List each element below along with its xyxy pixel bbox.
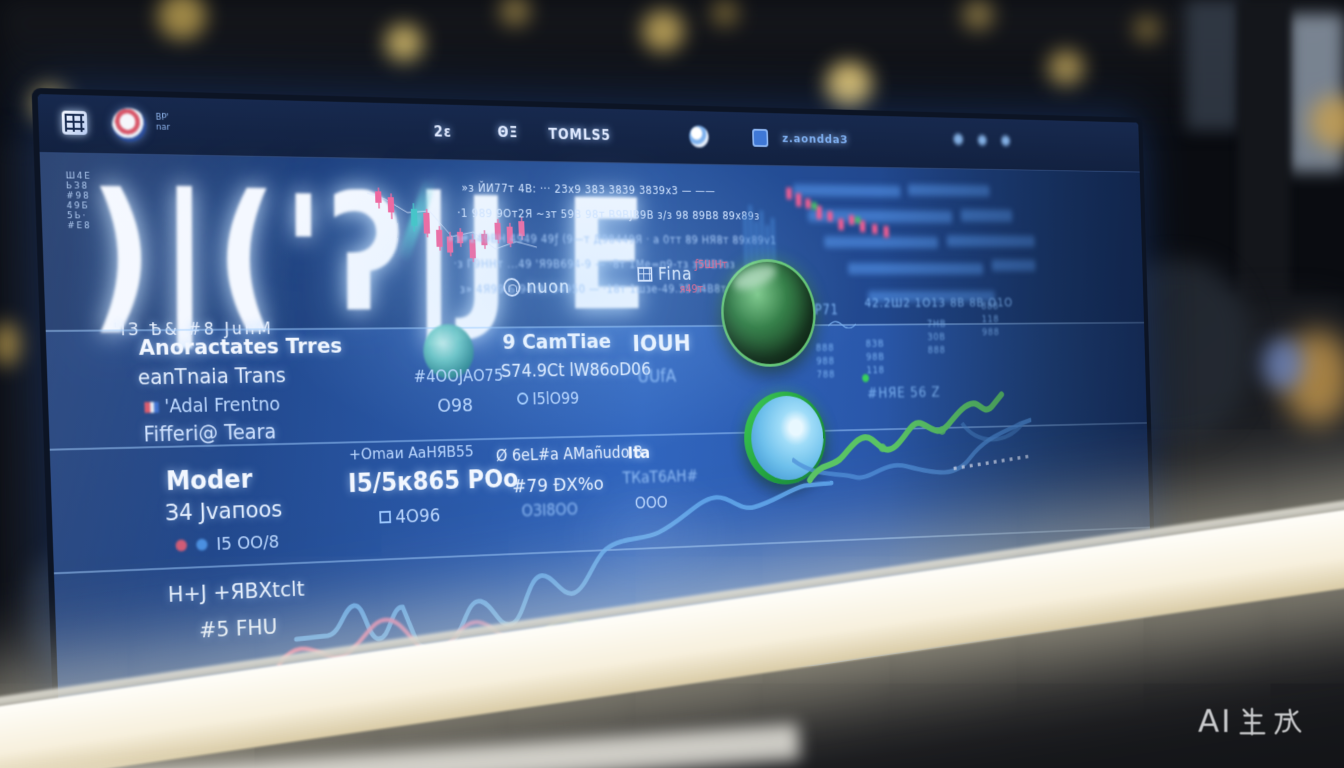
stats-block: 888 118 988 — [981, 300, 1000, 338]
stats-block: 7НВ З0В 888 — [926, 318, 947, 356]
blurred-data-block — [807, 209, 953, 224]
card-line: Н+Ј +ЯВХtclt — [167, 577, 305, 608]
nav-item-3[interactable]: TOMLS5 — [548, 125, 612, 144]
card-value: О98 — [436, 393, 474, 417]
watermark-cjk-sheng-icon — [1239, 707, 1266, 736]
section-tab-fina[interactable]: Fina — [637, 264, 693, 285]
bokeh-light — [1134, 16, 1160, 42]
section-tab-label: nuon — [526, 277, 571, 298]
card-line: #5 FНU — [198, 615, 278, 644]
card-line: +Оmaи АаНЯВ55 — [348, 442, 474, 464]
flag-icon — [144, 401, 159, 413]
card-line: I5lО99 — [516, 390, 579, 410]
blurred-data-block — [824, 236, 939, 249]
card-value: #4ООЈАО75 — [413, 366, 504, 387]
stats-block: 888 988 788 — [815, 341, 836, 381]
ticker-row: ·1 989 9От2Я ~зт 59В 98т В9ВЈВ9В з/з 98 … — [456, 206, 760, 223]
card-title: 9 CamTiae — [502, 330, 612, 355]
blurred-data-block — [991, 259, 1036, 272]
status-green-dot — [862, 374, 870, 383]
nav-account-text: z.aonddaЗ — [782, 132, 849, 147]
ticker-row: ·з Г9ННт ...49 'Я9В694-9 — ·8т 1Ме=п9-тз… — [453, 257, 736, 271]
card-line: S74.9Ct lW86oD06 — [500, 359, 652, 382]
coin-icon — [516, 392, 529, 405]
nav-app-icon[interactable] — [752, 128, 769, 148]
person-circle-icon — [503, 277, 521, 297]
logo-caption: BP' nar — [155, 112, 171, 133]
card-line: З4 Јvaпооs — [164, 497, 283, 527]
watermark-cjk-cheng-icon — [1274, 708, 1302, 735]
card-line: Fifferi@ Teara — [143, 420, 277, 447]
card-value: UUfА — [637, 366, 677, 387]
red-mini-icon — [175, 539, 188, 552]
bokeh-light — [963, 0, 993, 30]
stats-block: 8ЗВ 98В 118 — [865, 337, 885, 376]
card-line: I5 ОО/8 — [175, 532, 280, 556]
watermark-latin: AI — [1198, 704, 1233, 740]
card-title: Ita — [627, 443, 651, 464]
section-tab-label: Fina — [657, 264, 693, 285]
card-value: IОUН — [631, 329, 692, 357]
stats-label: Р71 — [814, 301, 839, 319]
window-pane — [1288, 14, 1344, 172]
window-pane — [1186, 0, 1240, 130]
nav-status-dot — [977, 134, 987, 146]
stats-header: 42.2Ш2 1О13 8В 8В О1О — [864, 296, 1014, 311]
card-title: Anoractates Trres — [138, 334, 343, 361]
bokeh-light — [712, 0, 738, 26]
card-title: Moder — [165, 465, 253, 497]
blue-orb-button[interactable] — [742, 390, 827, 486]
ai-generated-watermark: AI — [1198, 704, 1302, 740]
bokeh-light — [385, 24, 423, 62]
blurred-data-block — [946, 235, 1035, 248]
nav-item-1[interactable]: 2ɛ — [433, 123, 453, 141]
grid-icon — [637, 266, 653, 282]
blue-orb-face — [750, 395, 825, 482]
blurred-data-block — [907, 184, 990, 197]
bokeh-light — [1048, 50, 1084, 86]
bokeh-light — [642, 10, 684, 52]
card-line: 'Adal Frentno — [144, 394, 280, 418]
right-caption: #НЯЕ 56 Z — [866, 383, 941, 402]
bokeh-light — [826, 62, 872, 108]
bokeh-light — [158, 0, 206, 40]
nav-status-dot — [1001, 135, 1011, 147]
bokeh-light — [1262, 338, 1304, 390]
bokeh-light — [1310, 96, 1344, 148]
section-tab-nuon[interactable]: nuon — [503, 277, 570, 298]
globe-logo-icon[interactable] — [111, 107, 148, 143]
ticker-row: »з#249ВН 4949 49ƒ (9—т Д98449Я · а 0тт 8… — [447, 231, 777, 247]
blurred-data-block — [793, 184, 901, 198]
bokeh-light — [500, 0, 530, 26]
card-line: eanTnaia Trans — [137, 363, 287, 390]
tag-icon — [379, 510, 392, 524]
card-value: I5/5к865 РОо — [347, 465, 519, 499]
ticker-red-text: ƒ5ШНт — [694, 258, 728, 271]
nav-globe-icon[interactable] — [688, 125, 709, 148]
nav-item-2[interactable]: ΘΞ — [497, 123, 519, 141]
nav-status-dot — [953, 133, 964, 146]
card-line: Ø 6eL#a АМаñudо З — [495, 443, 643, 466]
app-grid-icon[interactable] — [61, 110, 88, 136]
bokeh-light — [0, 322, 22, 366]
blurred-data-block — [847, 262, 984, 275]
card-line: 4О96 — [379, 505, 441, 528]
blue-mini-icon — [195, 538, 208, 551]
ticker-red-text: я49т· — [679, 282, 707, 296]
blurred-data-block — [960, 209, 1013, 222]
